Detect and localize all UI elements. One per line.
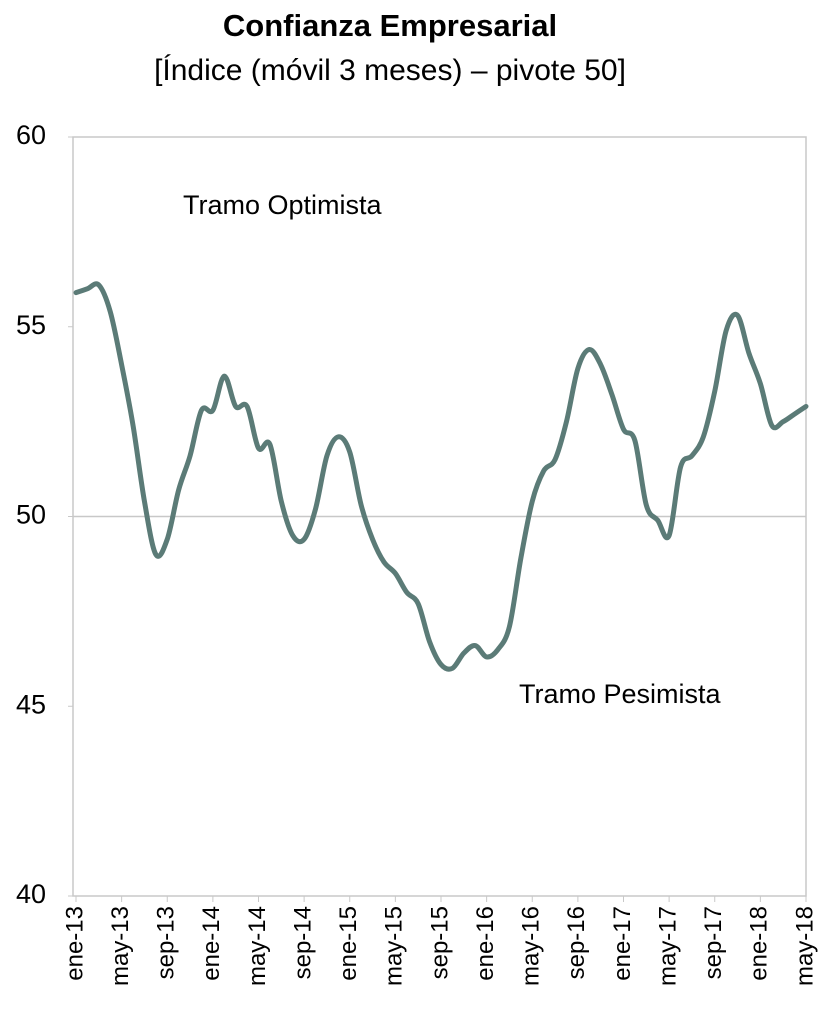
annotation: Tramo Optimista [183,190,383,220]
x-tick-label: ene-18 [746,906,773,981]
x-tick-label: ene-14 [198,906,225,981]
line-series [73,281,809,672]
chart-subtitle: [Índice (móvil 3 meses) – pivote 50] [154,54,626,87]
y-tick-label: 40 [16,879,46,909]
y-tick-label: 50 [16,500,46,530]
x-tick-label: sep-16 [563,906,590,979]
x-tick-label: sep-15 [426,906,453,979]
x-tick-label: may-16 [518,906,545,986]
y-tick-label: 55 [16,310,46,340]
x-tick-label: ene-15 [335,906,362,981]
x-tick-label: may-13 [107,906,134,986]
x-tick-label: sep-13 [153,906,180,979]
x-tick-label: ene-17 [609,906,636,981]
x-tick-label: may-18 [791,906,818,986]
annotation: Tramo Pesimista [519,679,722,709]
y-tick-label: 45 [16,689,46,719]
x-tick-label: may-17 [654,906,681,986]
x-tick-label: ene-16 [472,906,499,981]
x-tick-label: sep-14 [289,906,316,979]
x-tick-label: may-14 [244,906,271,986]
chart-title: Confianza Empresarial [223,8,557,43]
x-tick-label: may-15 [381,906,408,986]
y-tick-label: 60 [16,120,46,150]
x-tick-label: sep-17 [700,906,727,979]
x-tick-label: ene-13 [61,906,88,981]
